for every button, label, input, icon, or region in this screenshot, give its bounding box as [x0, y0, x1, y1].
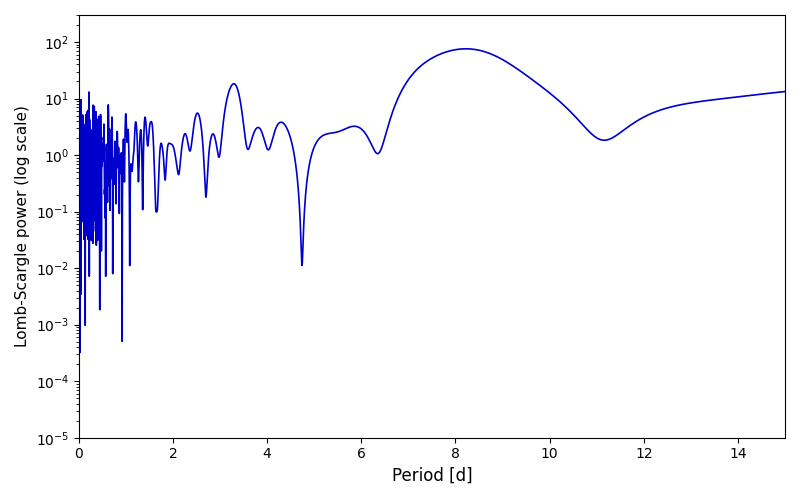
- X-axis label: Period [d]: Period [d]: [391, 467, 472, 485]
- Y-axis label: Lomb-Scargle power (log scale): Lomb-Scargle power (log scale): [15, 106, 30, 348]
